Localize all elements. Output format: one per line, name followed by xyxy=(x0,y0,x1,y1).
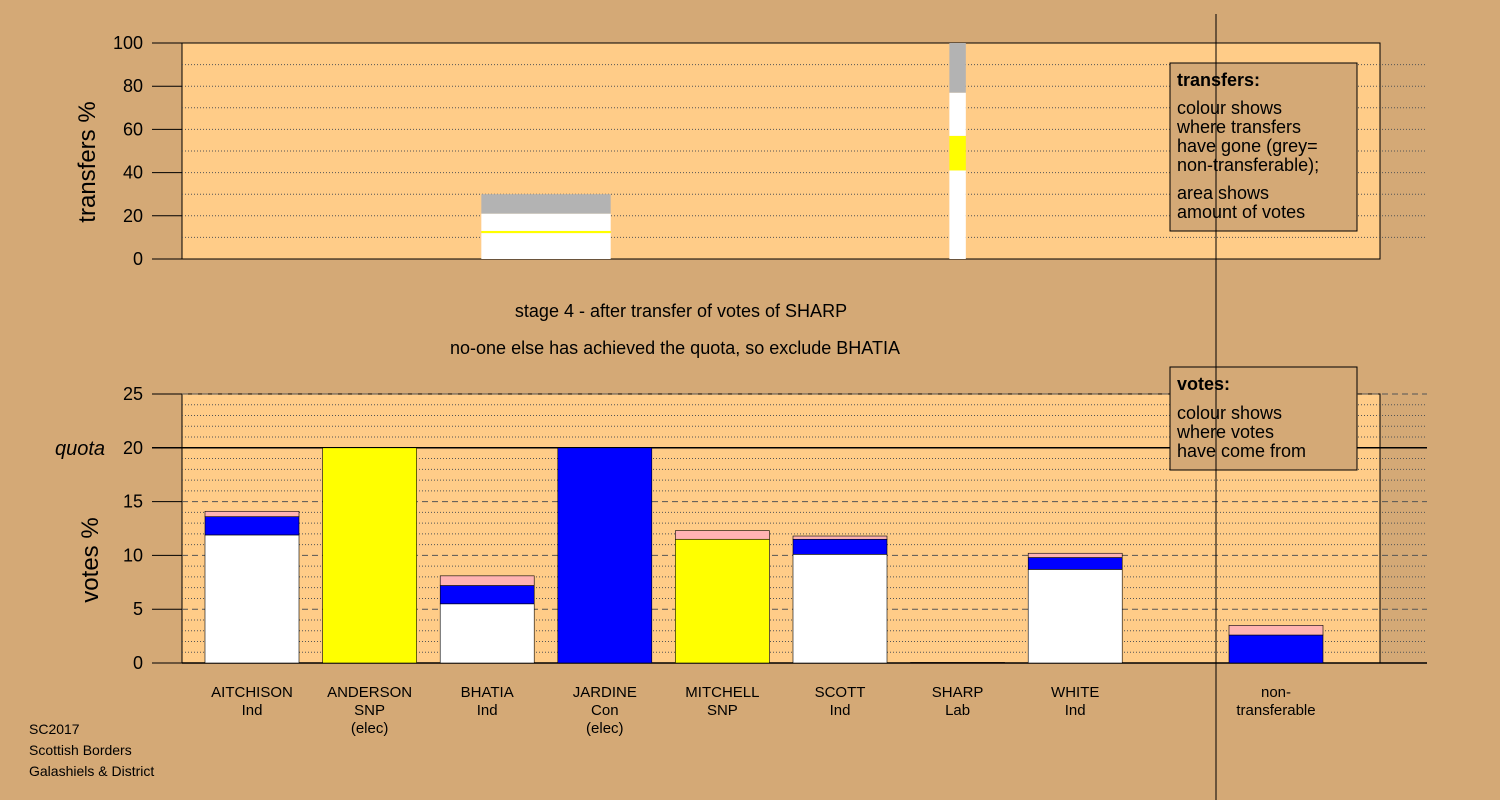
candidate-label: SNP xyxy=(354,702,385,719)
transfer-segment xyxy=(481,233,611,259)
transfers-legend-line: colour shows xyxy=(1177,98,1282,118)
candidate-label: (elec) xyxy=(586,720,624,737)
candidate-bar-segment xyxy=(322,447,417,664)
candidate-bar-segment xyxy=(557,447,653,664)
candidate-bar-segment xyxy=(1027,557,1123,570)
transfers-legend-line: where transfers xyxy=(1176,117,1301,137)
nontransferable-bar-segment xyxy=(1228,625,1324,636)
votes-tick-label: 10 xyxy=(123,545,143,565)
candidate-label: AITCHISON xyxy=(211,684,293,701)
transfer-segment xyxy=(481,230,611,234)
votes-legend-box xyxy=(1169,366,1358,471)
candidate-label: Ind xyxy=(830,702,851,719)
transfers-tick-label: 0 xyxy=(133,249,143,269)
candidate-bar-segment xyxy=(675,530,770,540)
candidate-label: SCOTT xyxy=(815,684,866,701)
candidate-label: MITCHELL xyxy=(685,684,759,701)
transfers-tick-label: 20 xyxy=(123,206,143,226)
transfers-legend-title: transfers: xyxy=(1177,70,1260,90)
candidate-label: WHITE xyxy=(1051,684,1099,701)
votes-tick-label: 25 xyxy=(123,384,143,404)
votes-tick-label: 15 xyxy=(123,492,143,512)
candidate-bar-segment xyxy=(792,535,888,540)
votes-axis-title: votes % xyxy=(77,517,104,602)
votes-tick-label: 5 xyxy=(133,599,143,619)
transfers-legend-line: amount of votes xyxy=(1177,202,1305,222)
footer-ward: Galashiels & District xyxy=(29,763,154,779)
nontransferable-label: non- xyxy=(1261,684,1291,701)
candidate-label: ANDERSON xyxy=(327,684,412,701)
votes-tick-label: 0 xyxy=(133,653,143,673)
transfers-axis-title: transfers % xyxy=(74,101,101,222)
candidate-label: Ind xyxy=(477,702,498,719)
candidate-bar-segment xyxy=(439,603,535,664)
transfers-legend-box xyxy=(1169,62,1358,232)
votes-chart: 0510152025quotaAITCHISONIndANDERSONSNP(e… xyxy=(55,366,1427,737)
candidate-bar-segment xyxy=(675,538,770,664)
candidate-label: Ind xyxy=(1065,702,1086,719)
candidate-bar-segment xyxy=(439,585,535,605)
transfers-legend-line: area shows xyxy=(1177,183,1269,203)
nontransferable-bar-segment xyxy=(1228,634,1324,664)
quota-label: quota xyxy=(55,438,105,460)
candidate-bar-segment xyxy=(1027,552,1123,558)
candidate-label: Con xyxy=(591,702,619,719)
candidate-label: BHATIA xyxy=(461,684,514,701)
transfer-segment xyxy=(949,92,966,136)
candidate-label: SNP xyxy=(707,702,738,719)
candidate-label: Lab xyxy=(945,702,970,719)
transfers-tick-label: 100 xyxy=(113,33,143,53)
candidate-bar-segment xyxy=(792,538,888,555)
footer-election: SC2017 xyxy=(29,721,80,737)
candidate-bar-segment xyxy=(439,575,535,586)
transfers-tick-label: 80 xyxy=(123,76,143,96)
transfer-segment xyxy=(949,170,966,259)
candidate-label: (elec) xyxy=(351,720,389,737)
candidate-bar-segment xyxy=(204,534,300,664)
votes-tick-label: 20 xyxy=(123,438,143,458)
transfers-tick-label: 40 xyxy=(123,163,143,183)
votes-legend-title: votes: xyxy=(1177,374,1230,394)
candidate-bar-segment xyxy=(204,510,300,517)
candidate-bar-segment xyxy=(1027,569,1123,664)
stage-heading: stage 4 - after transfer of votes of SHA… xyxy=(515,301,847,321)
stage-decision: no-one else has achieved the quota, so e… xyxy=(450,338,900,358)
transfers-chart: 0 20 40 60 80 100 transfers: colour showswhere … xyxy=(113,33,1427,269)
candidate-label: SHARP xyxy=(932,684,984,701)
votes-legend-line: where votes xyxy=(1176,422,1274,442)
transfers-legend-line: non-transferable); xyxy=(1177,155,1319,175)
nontransferable-label: transferable xyxy=(1236,702,1315,719)
candidate-label: JARDINE xyxy=(573,684,637,701)
transfers-legend-line: have gone (grey= xyxy=(1177,136,1318,156)
transfers-tick-label: 60 xyxy=(123,119,143,139)
candidate-bar-segment xyxy=(792,554,888,664)
candidate-bar-segment xyxy=(910,662,1005,664)
footer-council: Scottish Borders xyxy=(29,742,132,758)
votes-legend-line: colour shows xyxy=(1177,403,1282,423)
candidate-bar-segment xyxy=(204,516,300,536)
transfer-segment xyxy=(949,135,966,171)
transfer-segment xyxy=(949,43,966,93)
candidate-label: Ind xyxy=(242,702,263,719)
transfer-segment xyxy=(481,194,611,214)
votes-legend-line: have come from xyxy=(1177,441,1306,461)
transfer-segment xyxy=(481,213,611,231)
